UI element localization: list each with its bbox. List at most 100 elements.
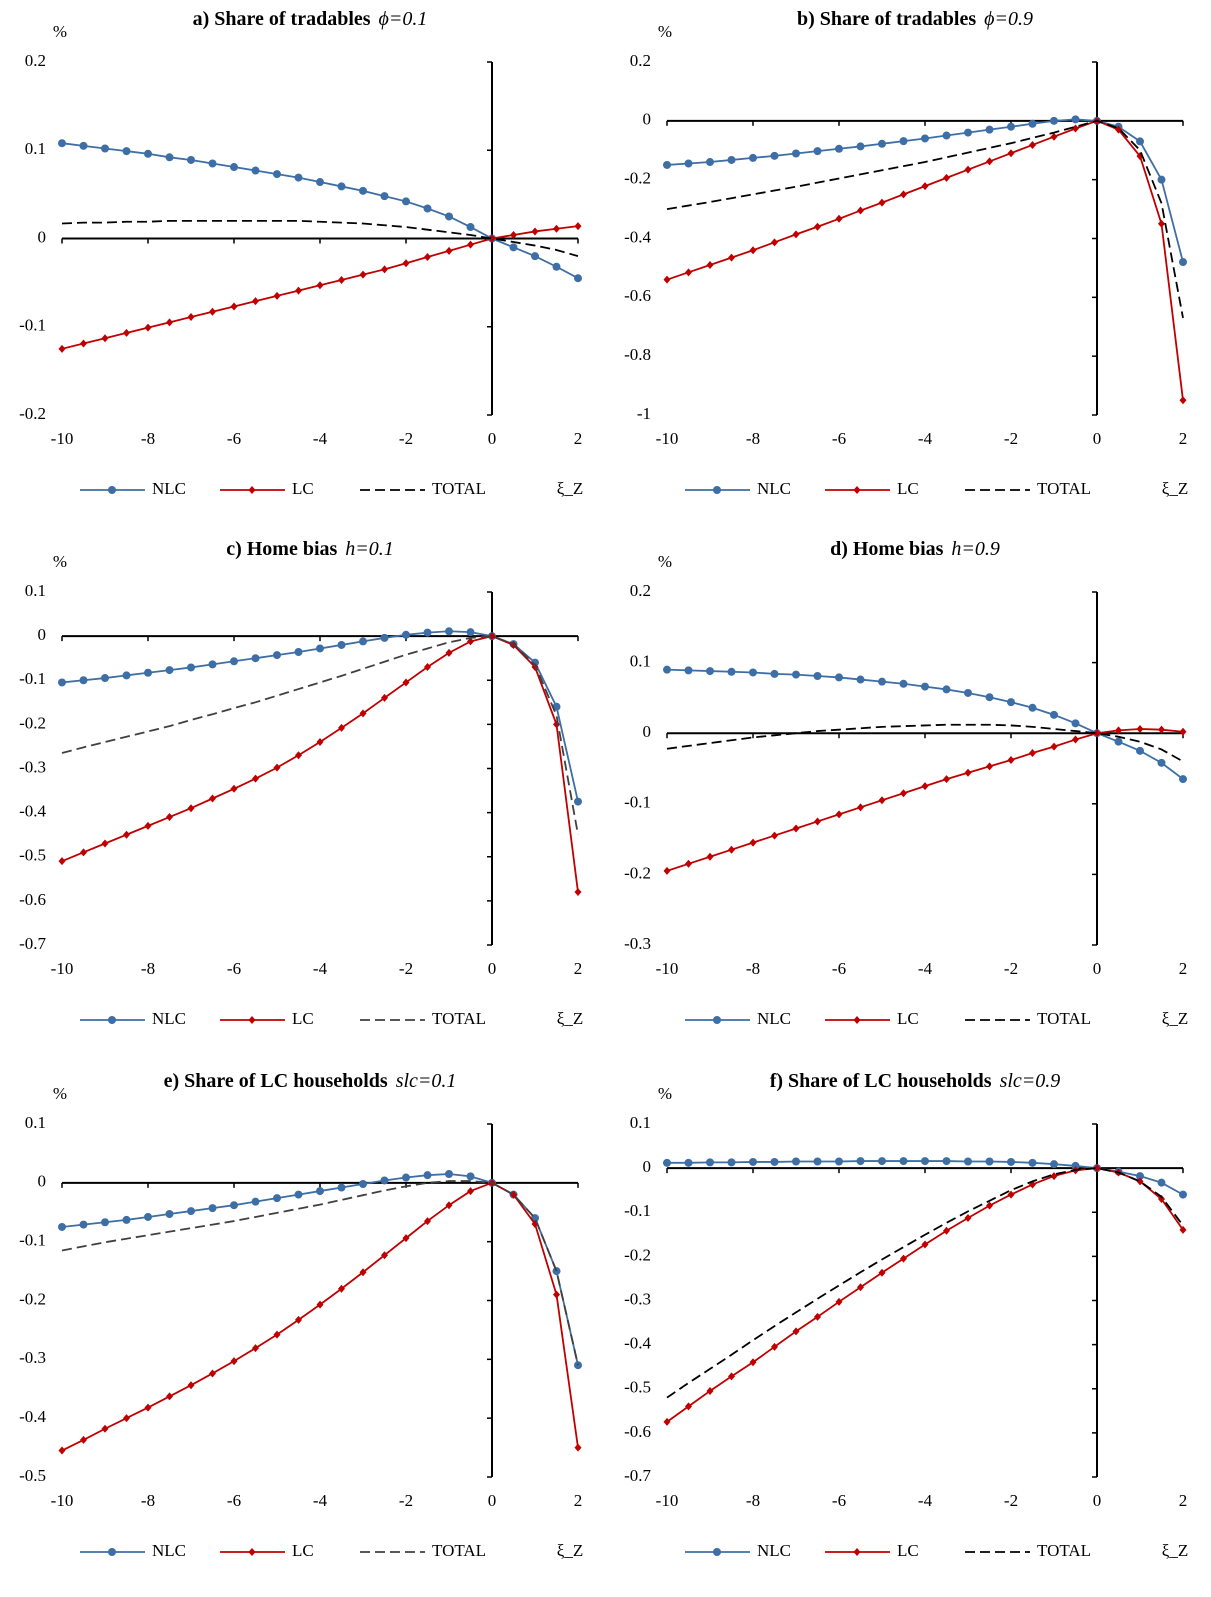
y-tick-label: -0.1 (19, 1231, 46, 1250)
marker (663, 665, 671, 674)
legend-label: TOTAL (1037, 479, 1091, 498)
series-line (61, 1180, 579, 1366)
x-tick-label: -6 (227, 959, 241, 978)
marker (101, 144, 109, 153)
marker (1007, 756, 1015, 765)
marker (986, 762, 993, 771)
marker (814, 817, 821, 826)
y-tick-label: -0.5 (624, 1378, 651, 1397)
marker (123, 328, 130, 337)
marker (187, 663, 195, 672)
chart-panel: e) Share of LC households slc=0.1% -0.5 -0.… (19, 1070, 583, 1560)
marker (423, 1171, 432, 1180)
chart-title: b) Share of tradables ϕ=0.9 (797, 8, 1033, 30)
x-tick-label: -6 (832, 429, 846, 448)
y-axis-label: % (53, 22, 67, 41)
x-tick-label: -8 (746, 429, 760, 448)
legend-label: TOTAL (1037, 1009, 1091, 1028)
marker (1007, 1190, 1015, 1199)
y-axis-label: % (658, 552, 672, 571)
legend-marker (108, 486, 116, 494)
x-tick-label: 2 (574, 959, 583, 978)
x-axis-label: ξ_Z (1162, 479, 1188, 498)
series-line (61, 1173, 579, 1366)
y-tick-label: 0 (643, 110, 652, 129)
marker (316, 738, 324, 747)
marker (813, 147, 822, 156)
marker (273, 651, 281, 660)
y-tick-label: -0.7 (624, 1466, 651, 1485)
legend-label: LC (897, 1541, 919, 1560)
title-text: e) Share of LC households (164, 1070, 388, 1092)
marker (445, 212, 453, 221)
marker (835, 810, 843, 819)
marker (943, 775, 950, 784)
marker (1050, 710, 1058, 719)
marker (144, 149, 152, 158)
marker (316, 1187, 324, 1196)
marker (942, 1157, 951, 1166)
marker (402, 1234, 410, 1243)
marker (165, 153, 174, 162)
x-tick-label: 2 (574, 1491, 583, 1510)
marker (445, 648, 453, 657)
marker (359, 1268, 367, 1277)
marker (294, 648, 303, 657)
marker (706, 1386, 714, 1395)
marker (144, 1403, 152, 1412)
y-tick-label: 0 (38, 1172, 47, 1191)
marker (230, 1357, 238, 1366)
marker (531, 227, 539, 236)
marker (878, 1157, 886, 1166)
marker (230, 657, 238, 666)
marker (359, 709, 367, 718)
marker (1072, 735, 1079, 744)
marker (727, 155, 736, 164)
legend-label: LC (897, 1009, 919, 1028)
chart-panel: d) Home bias h=0.9% -0.3 -0.2 -0.1 0 0.1 0.2 -10… (624, 538, 1188, 1028)
x-tick-label: -4 (313, 429, 328, 448)
marker (208, 660, 217, 669)
marker (986, 157, 993, 166)
marker (101, 839, 109, 848)
x-tick-label: -6 (832, 1491, 846, 1510)
y-tick-label: -0.2 (624, 169, 651, 188)
marker (1028, 1158, 1037, 1167)
chart-panel: f) Share of LC households slc=0.9% -0.7 -0.… (624, 1070, 1188, 1560)
marker (574, 1443, 582, 1452)
legend-marker (248, 486, 256, 494)
marker (856, 142, 865, 151)
marker (749, 153, 757, 162)
marker (316, 178, 324, 187)
x-tick-label: -6 (832, 959, 846, 978)
y-tick-label: -0.1 (624, 793, 651, 812)
legend-label: TOTAL (432, 1009, 486, 1028)
marker (1115, 125, 1122, 134)
y-tick-label: 0.1 (25, 1113, 46, 1132)
legend-marker (853, 486, 861, 494)
marker (58, 678, 66, 687)
marker (144, 821, 152, 830)
marker (295, 1315, 302, 1324)
marker (1136, 724, 1144, 733)
x-tick-label: -10 (656, 1491, 679, 1510)
legend-label: TOTAL (1037, 1541, 1091, 1560)
marker (553, 224, 560, 233)
marker (445, 246, 453, 255)
marker (1115, 726, 1122, 735)
x-tick-label: -2 (1004, 429, 1018, 448)
marker (510, 230, 517, 239)
x-tick-label: -2 (1004, 1491, 1018, 1510)
series-line (61, 1181, 579, 1452)
marker (878, 198, 886, 207)
x-tick-label: -4 (313, 1491, 328, 1510)
marker (771, 831, 778, 840)
x-tick-label: -8 (141, 959, 155, 978)
marker (942, 685, 951, 694)
y-tick-label: -0.1 (19, 669, 46, 688)
marker (964, 1213, 972, 1222)
marker (706, 852, 714, 861)
marker (295, 286, 302, 295)
marker (80, 848, 87, 857)
marker (1136, 1177, 1144, 1186)
